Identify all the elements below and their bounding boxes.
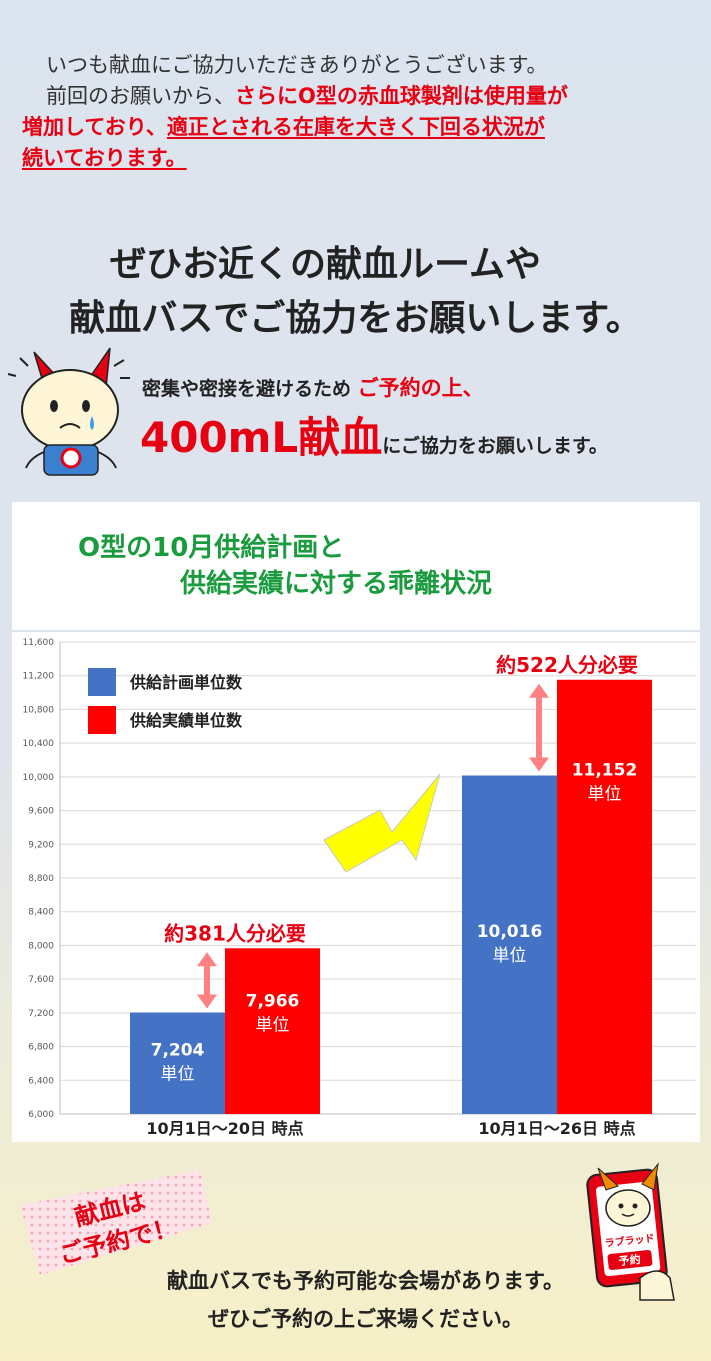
y-tick-label: 8,800 — [28, 874, 54, 884]
gap-arrow-head-down — [197, 994, 217, 1009]
phone-label: 予約 — [618, 1252, 641, 1268]
data-label-unit: 単位 — [161, 1064, 195, 1084]
reservation-stamp: 献血は ご予約で！ — [20, 1170, 212, 1275]
intro-message: いつも献血にご協力いただきありがとうございます。 前回のお願いから、さらにO型の… — [22, 50, 692, 174]
reservation-notice: 密集や密接を避けるため ご予約の上、 — [142, 372, 484, 402]
intro-line-1: いつも献血にご協力いただきありがとうございます。 — [46, 53, 548, 77]
y-tick-label: 10,400 — [23, 739, 55, 749]
phone-reservation-illustration: ラブラッド 予約 — [586, 1162, 675, 1301]
bar — [130, 1012, 225, 1114]
x-tick-label: 10月1日～26日 時点 — [478, 1119, 635, 1138]
gap-label: 約522人分必要 — [496, 653, 638, 677]
bar — [225, 948, 320, 1114]
bar — [462, 775, 557, 1114]
intro-line-2: 前回のお願いから、さらにO型の赤血球製剤は使用量が — [22, 81, 692, 112]
donation-400ml: 400mL献血 — [140, 413, 383, 462]
donation-request: 400mL献血にご協力をお願いします。 — [140, 404, 608, 465]
gap-arrow-head-up — [197, 952, 217, 967]
y-tick-label: 6,400 — [28, 1076, 54, 1086]
data-label-unit: 単位 — [493, 946, 527, 966]
intro-line-2-red: さらにO型の赤血球製剤は使用量が — [235, 84, 568, 108]
headline-line-2: 献血バスでご協力をお願いします。 — [69, 298, 642, 339]
data-label-unit: 単位 — [588, 784, 622, 804]
y-tick-label: 7,200 — [28, 1009, 54, 1019]
chart-title-line-2: 供給実績に対する乖離状況 — [180, 569, 493, 599]
intro-line-3-red: 増加しており、 — [22, 115, 167, 139]
y-tick-label: 9,200 — [28, 840, 54, 850]
y-tick-label: 11,600 — [23, 638, 55, 648]
legend-label: 供給計画単位数 — [129, 673, 243, 692]
intro-line-3: 増加しており、適正とされる在庫を大きく下回る状況が — [22, 112, 692, 143]
headline-line-1: ぜひお近くの献血ルームや — [110, 244, 541, 285]
donation-request-suffix: にご協力をお願いします。 — [382, 435, 608, 457]
legend-swatch — [88, 706, 116, 734]
footer-line-1: 献血バスでも予約可能な会場があります。 — [167, 1269, 564, 1293]
supply-chart-panel: 6,000 6,400 6,800 7,200 7,600 8,000 8,400 8,800… — [12, 632, 700, 1142]
chart-title-line-1: O型の10月供給計画と — [78, 533, 345, 563]
chart-title: O型の10月供給計画と 供給実績に対する乖離状況 — [12, 530, 700, 602]
reservation-notice-red: ご予約の上、 — [357, 376, 484, 400]
intro-line-3-underlined: 適正とされる在庫を大きく下回る状況が — [166, 115, 545, 139]
y-tick-label: 6,800 — [28, 1043, 54, 1053]
gap-arrow-head-up — [529, 683, 549, 698]
data-label-value: 11,152 — [572, 760, 638, 780]
legend-label: 供給実績単位数 — [129, 711, 243, 730]
chart-title-panel: O型の10月供給計画と 供給実績に対する乖離状況 — [12, 502, 700, 630]
y-tick-label: 8,400 — [28, 908, 54, 918]
y-tick-label: 10,000 — [23, 773, 55, 783]
worried-mascot-illustration — [7, 347, 130, 476]
reservation-notice-prefix: 密集や密接を避けるため — [142, 378, 352, 400]
gap-label: 約381人分必要 — [164, 921, 306, 945]
data-label-unit: 単位 — [256, 1015, 290, 1035]
y-tick-label: 11,200 — [23, 672, 55, 682]
supply-bar-chart: 6,000 6,400 6,800 7,200 7,600 8,000 8,400 8,800… — [23, 638, 696, 1138]
footer-line-2: ぜひご予約の上ご来場ください。 — [208, 1307, 523, 1331]
x-tick-label: 10月1日～20日 時点 — [146, 1119, 303, 1138]
gap-arrow-head-down — [529, 757, 549, 772]
data-label-value: 10,016 — [477, 922, 543, 942]
intro-line-4-underlined: 続いております。 — [22, 146, 187, 170]
intro-line-4: 続いております。 — [22, 143, 692, 174]
y-tick-label: 7,600 — [28, 975, 54, 985]
intro-line-2-plain: 前回のお願いから、 — [46, 84, 235, 108]
headline: ぜひお近くの献血ルームや 献血バスでご協力をお願いします。 — [0, 238, 711, 346]
bar — [557, 679, 652, 1114]
data-label-value: 7,204 — [151, 1040, 205, 1060]
legend-swatch — [88, 668, 116, 696]
y-tick-label: 8,000 — [28, 941, 54, 951]
footer-message: 献血バスでも予約可能な会場があります。 ぜひご予約の上ご来場ください。 — [0, 1262, 711, 1338]
y-tick-label: 10,800 — [23, 705, 55, 715]
y-tick-label: 6,000 — [28, 1110, 54, 1120]
data-label-value: 7,966 — [246, 991, 300, 1011]
y-tick-label: 9,600 — [28, 807, 54, 817]
trend-arrow — [323, 773, 441, 873]
